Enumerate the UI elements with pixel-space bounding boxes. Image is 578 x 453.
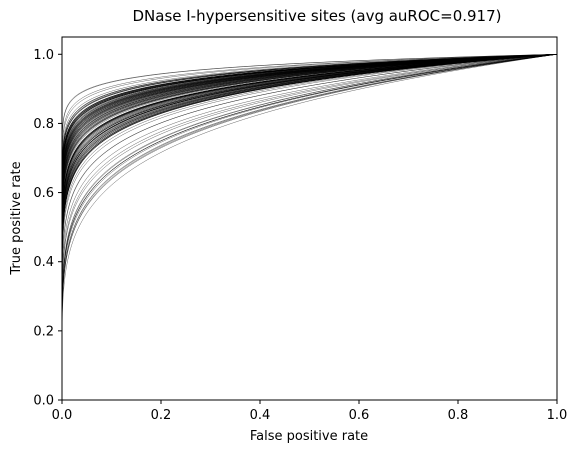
- roc-curve: [62, 54, 557, 374]
- roc-curve: [62, 54, 557, 374]
- roc-curve: [62, 54, 557, 384]
- roc-curve: [62, 54, 557, 372]
- roc-curve: [62, 54, 557, 375]
- roc-curve: [62, 54, 557, 373]
- roc-curve: [62, 54, 557, 373]
- roc-curve: [62, 54, 557, 372]
- x-tick-label: 0.0: [52, 408, 73, 423]
- y-tick-label: 0.6: [33, 186, 54, 201]
- roc-curve: [62, 54, 557, 374]
- roc-curve: [62, 54, 557, 373]
- roc-curve: [62, 54, 557, 373]
- roc-curve: [62, 54, 557, 373]
- roc-curve: [62, 54, 557, 375]
- x-tick-label: 0.6: [349, 408, 370, 423]
- roc-curve: [62, 54, 557, 384]
- roc-curve: [62, 54, 557, 384]
- roc-curves: [62, 54, 557, 386]
- roc-curve: [62, 54, 557, 373]
- x-tick-label: 0.8: [448, 408, 469, 423]
- roc-curve: [62, 54, 557, 384]
- x-tick-label: 0.2: [151, 408, 172, 423]
- roc-curve: [62, 54, 557, 373]
- y-tick-label: 0.0: [33, 394, 54, 409]
- roc-curve: [62, 54, 557, 373]
- x-axis-ticks: 0.0 0.2 0.4 0.6 0.8 1.0: [52, 400, 568, 423]
- roc-curve: [62, 54, 557, 374]
- roc-curve: [62, 54, 557, 375]
- y-tick-label: 1.0: [33, 48, 54, 63]
- roc-curve: [62, 54, 557, 374]
- roc-curve: [62, 54, 557, 375]
- y-tick-label: 0.4: [33, 255, 54, 270]
- roc-curve: [62, 54, 557, 373]
- y-axis-label: True positive rate: [9, 161, 24, 275]
- roc-curve: [62, 54, 557, 376]
- y-axis-ticks: 0.0 0.2 0.4 0.6 0.8 1.0: [33, 48, 62, 409]
- x-tick-label: 0.4: [250, 408, 271, 423]
- roc-curve: [62, 54, 557, 384]
- chart-title: DNase I-hypersensitive sites (avg auROC=…: [132, 7, 501, 25]
- roc-curve: [62, 54, 557, 379]
- y-tick-label: 0.8: [33, 117, 54, 132]
- roc-curve: [62, 54, 557, 375]
- roc-curve: [62, 54, 557, 373]
- roc-curve: [62, 54, 557, 372]
- y-tick-label: 0.2: [33, 324, 54, 339]
- x-axis-label: False positive rate: [250, 429, 368, 444]
- roc-curve: [62, 54, 557, 375]
- x-tick-label: 1.0: [547, 408, 568, 423]
- roc-curve: [62, 54, 557, 375]
- roc-curve: [62, 54, 557, 373]
- roc-curve: [62, 54, 557, 373]
- roc-curve: [62, 54, 557, 373]
